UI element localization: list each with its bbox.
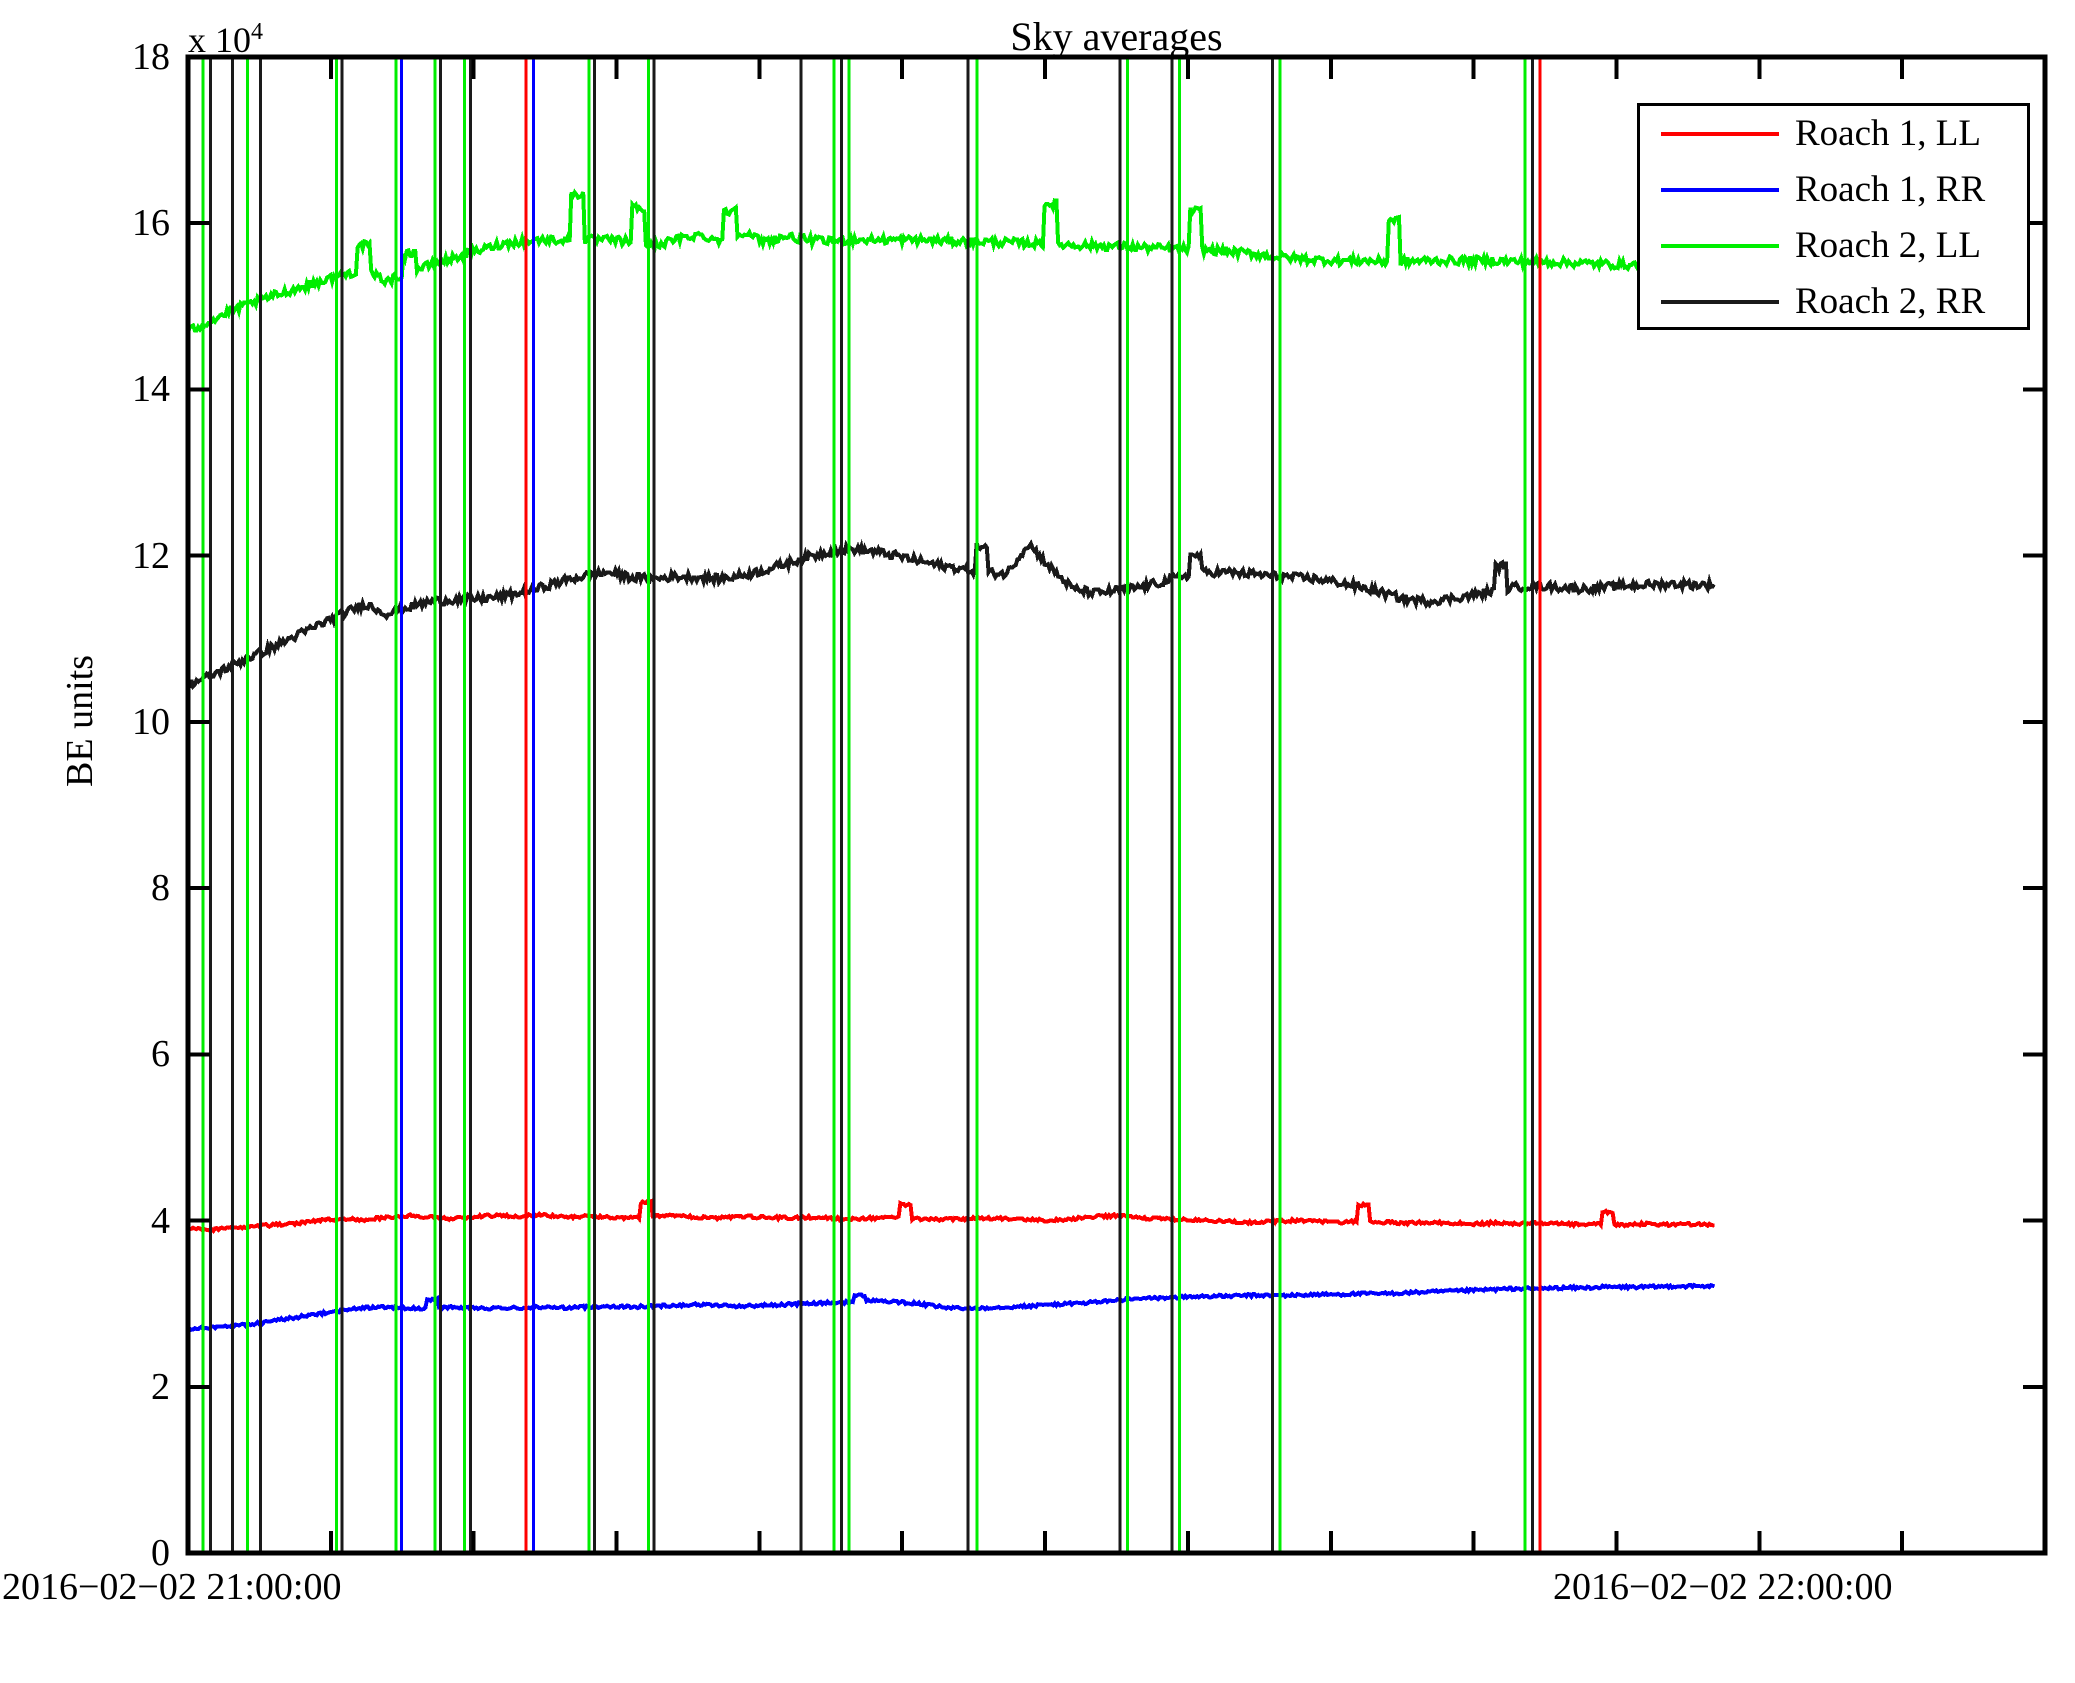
x-axis-tick-label-start: 2016−02−02 21:00:00 [2, 1566, 342, 1608]
page-title: Sky averages [1010, 14, 1223, 59]
y-axis-tick-label: 16 [132, 202, 170, 245]
legend-item[interactable]: Roach 2, LL [1640, 218, 2027, 274]
y-axis-tick-label: 18 [132, 36, 170, 78]
y-axis-tick-label: 0 [151, 1532, 170, 1574]
legend-item[interactable]: Roach 1, LL [1640, 106, 2027, 162]
legend-item[interactable]: Roach 2, RR [1640, 274, 2027, 330]
series-roach-2-rr [186, 539, 1716, 691]
legend-label: Roach 1, RR [1795, 169, 1986, 210]
legend-color-swatch-roach-1-ll [1661, 132, 1779, 136]
legend-item[interactable]: Roach 1, RR [1640, 162, 2027, 218]
legend[interactable]: Roach 1, LL Roach 1, RR Roach 2, LL Roac… [1637, 103, 2030, 330]
x-axis-tick-label-end: 2016−02−02 22:00:00 [1553, 1566, 1893, 1608]
y-axis-tick-label: 12 [132, 534, 170, 577]
y-axis-tick-label: 14 [132, 368, 170, 411]
legend-color-swatch-roach-1-rr [1661, 188, 1779, 192]
y-axis-exponent-label: x 104 [188, 20, 263, 60]
legend-color-swatch-roach-2-ll [1661, 244, 1779, 248]
series-roach-2-ll [186, 188, 1717, 334]
legend-label: Roach 2, RR [1795, 281, 1986, 322]
y-axis-tick-label: 10 [132, 700, 170, 743]
y-axis-exponent-power: 4 [251, 19, 263, 45]
legend-label: Roach 1, LL [1795, 113, 1981, 154]
y-axis-tick-label: 6 [151, 1033, 170, 1076]
y-axis-tick-label: 2 [151, 1365, 170, 1408]
y-axis-tick-label: 4 [151, 1199, 170, 1242]
legend-label: Roach 2, LL [1795, 225, 1981, 266]
series-roach-1-ll [186, 1198, 1715, 1234]
dropout-lines [201, 57, 1542, 1553]
y-axis-exponent-mantissa: x 10 [188, 20, 251, 60]
y-axis-tick-label: 8 [151, 867, 170, 910]
axis-box [185, 54, 2048, 1556]
legend-color-swatch-roach-2-rr [1661, 300, 1779, 304]
series-roach-1-rr [187, 1282, 1716, 1333]
